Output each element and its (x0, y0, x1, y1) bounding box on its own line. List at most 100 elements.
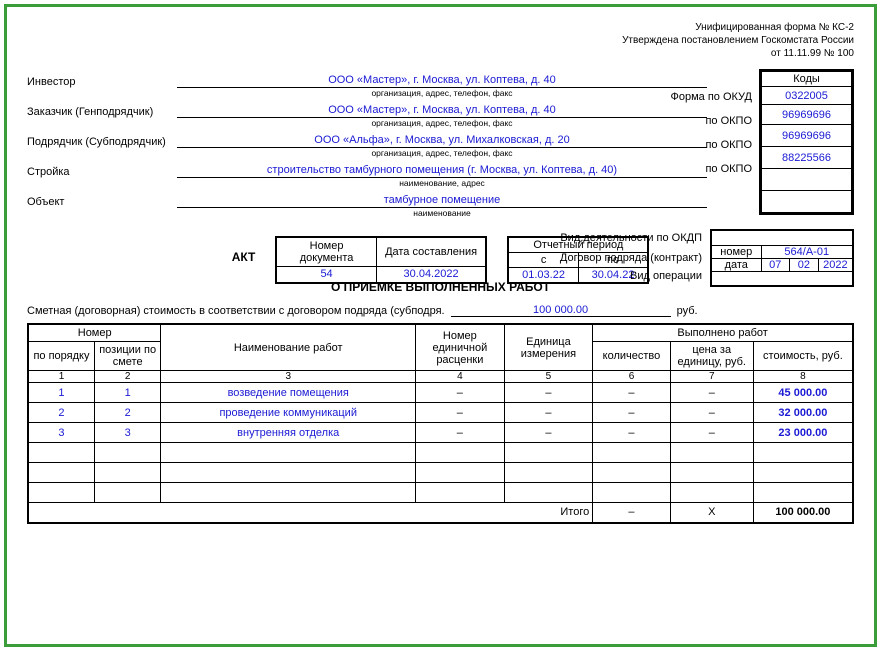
empty-row (28, 443, 853, 463)
build-value: строительство тамбурного помещения (г. М… (177, 164, 707, 178)
total-row: Итого – Х 100 000.00 (28, 503, 853, 523)
contract-day: 07 (761, 258, 790, 271)
investor-label: Инвестор (27, 76, 177, 88)
col-numbers-row: 1 2 3 4 5 6 7 8 (28, 371, 853, 383)
investor-sub: организация, адрес, телефон, факс (27, 88, 707, 98)
doc-table: Номер документа Дата составления 54 30.0… (275, 236, 487, 284)
row-qty: – (593, 423, 671, 443)
row-name: внутренняя отделка (161, 423, 416, 443)
codes-box: Коды 0322005 96969696 96969696 88225566 (759, 69, 854, 215)
coln-5: 5 (504, 371, 593, 383)
object-sub: наименование (27, 208, 707, 218)
coln-7: 7 (670, 371, 753, 383)
row-unit: – (504, 383, 593, 403)
row-pu: – (670, 383, 753, 403)
object-label: Объект (27, 196, 177, 208)
contract-num-label: номер (711, 245, 761, 258)
row-unit: – (504, 403, 593, 423)
okud-code: 0322005 (762, 87, 852, 105)
doc-date-label: Дата составления (376, 237, 486, 266)
okpo-label-1: по ОКПО (705, 115, 752, 127)
contract-num: 564/А-01 (761, 245, 853, 258)
okdp-label: Вид деятельности по ОКДП (560, 230, 702, 246)
codes-header: Коды (762, 72, 852, 87)
okud-label: Форма по ОКУД (671, 91, 753, 103)
coln-6: 6 (593, 371, 671, 383)
build-label: Стройка (27, 166, 177, 178)
act-title-1: АКТ (232, 250, 256, 264)
contract-year: 2022 (818, 258, 853, 271)
total-label: Итого (28, 503, 593, 523)
table-row: 11возведение помещения––––45 000.00 (28, 383, 853, 403)
cost-value: 100 000.00 (451, 304, 671, 317)
coln-2: 2 (94, 371, 160, 383)
contractor-row: Подрядчик (Субподрядчик) ООО «Альфа», г.… (27, 134, 707, 148)
empty-row (28, 463, 853, 483)
th-unit: Единица измерения (504, 324, 593, 371)
row-pos: 3 (94, 423, 160, 443)
row-qty: – (593, 403, 671, 423)
table-row: 22проведение коммуникаций––––32 000.00 (28, 403, 853, 423)
row-n: 2 (28, 403, 94, 423)
th-qty: количество (593, 342, 671, 371)
th-workname: Наименование работ (161, 324, 416, 371)
row-pr: – (416, 423, 505, 443)
okpo-label-3: по ОКПО (705, 163, 752, 175)
row-unit: – (504, 423, 593, 443)
investor-row: Инвестор ООО «Мастер», г. Москва, ул. Ко… (27, 74, 707, 88)
coln-1: 1 (28, 371, 94, 383)
investor-okpo: 96969696 (762, 105, 852, 125)
form-header: Унифицированная форма № КС-2 Утверждена … (27, 21, 854, 60)
ks2-form: Унифицированная форма № КС-2 Утверждена … (4, 4, 877, 647)
row-pu: – (670, 403, 753, 423)
row-qty: – (593, 383, 671, 403)
row-name: возведение помещения (161, 383, 416, 403)
total-pu: Х (670, 503, 753, 523)
investor-value: ООО «Мастер», г. Москва, ул. Коптева, д.… (177, 74, 707, 88)
customer-sub: организация, адрес, телефон, факс (27, 118, 707, 128)
contract-label: Договор подряда (контракт) (560, 250, 702, 266)
row-cost: 32 000.00 (753, 403, 853, 423)
row-cost: 23 000.00 (753, 423, 853, 443)
row-pos: 2 (94, 403, 160, 423)
build-row: Стройка строительство тамбурного помещен… (27, 164, 707, 178)
build-sub: наименование, адрес (27, 178, 707, 188)
cost-unit: руб. (677, 305, 698, 317)
empty-row (28, 483, 853, 503)
th-pricenum: Номер единичной расценки (416, 324, 505, 371)
object-code (762, 191, 852, 213)
th-order: по порядку (28, 342, 94, 371)
th-done: Выполнено работ (593, 324, 853, 342)
contract-month: 02 (790, 258, 819, 271)
row-name: проведение коммуникаций (161, 403, 416, 423)
okpo-label-2: по ОКПО (705, 139, 752, 151)
row-pr: – (416, 383, 505, 403)
coln-3: 3 (161, 371, 416, 383)
header-line1: Унифицированная форма № КС-2 (27, 21, 854, 34)
header-line2: Утверждена постановлением Госкомстата Ро… (27, 34, 854, 47)
coln-4: 4 (416, 371, 505, 383)
th-position: позиции по смете (94, 342, 160, 371)
th-priceunit: цена за единицу, руб. (670, 342, 753, 371)
customer-row: Заказчик (Генподрядчик) ООО «Мастер», г.… (27, 104, 707, 118)
customer-okpo: 96969696 (762, 125, 852, 147)
total-cost: 100 000.00 (753, 503, 853, 523)
total-qty: – (593, 503, 671, 523)
header-line3: от 11.11.99 № 100 (27, 47, 854, 60)
customer-value: ООО «Мастер», г. Москва, ул. Коптева, д.… (177, 104, 707, 118)
contractor-value: ООО «Альфа», г. Москва, ул. Михалковская… (177, 134, 707, 148)
table-row: 33внутренняя отделка––––23 000.00 (28, 423, 853, 443)
row-n: 3 (28, 423, 94, 443)
row-cost: 45 000.00 (753, 383, 853, 403)
contract-box: номер 564/А-01 дата 07 02 2022 (710, 229, 854, 287)
doc-num-label: Номер документа (276, 237, 376, 266)
contractor-label: Подрядчик (Субподрядчик) (27, 136, 177, 148)
operation-label: Вид операции (560, 268, 702, 284)
row-pu: – (670, 423, 753, 443)
row-pos: 1 (94, 383, 160, 403)
object-row: Объект тамбурное помещение (27, 194, 707, 208)
contract-date-label: дата (711, 258, 761, 271)
th-cost: стоимость, руб. (753, 342, 853, 371)
customer-label: Заказчик (Генподрядчик) (27, 106, 177, 118)
cost-label: Сметная (договорная) стоимость в соответ… (27, 305, 445, 317)
